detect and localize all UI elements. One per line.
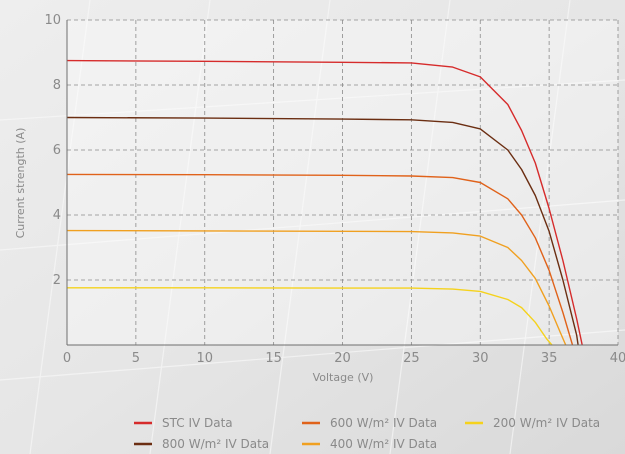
legend-label: 400 W/m² IV Data [330, 437, 437, 451]
x-tick-label: 0 [63, 351, 71, 366]
y-axis-label: Current strength (A) [14, 128, 27, 239]
x-tick-label: 35 [541, 351, 558, 366]
x-axis-label: Voltage (V) [313, 371, 374, 384]
x-tick-label: 40 [610, 351, 625, 366]
y-tick-label: 4 [53, 208, 61, 223]
y-tick-label: 2 [53, 273, 61, 288]
y-tick-label: 6 [53, 143, 61, 158]
series-line-1 [66, 59, 583, 346]
legend: STC IV Data 600 W/m² IV Data 200 W/m² IV D… [134, 416, 600, 451]
x-tick-label: 15 [265, 351, 282, 366]
series-layer [66, 59, 583, 346]
x-tick-label: 5 [132, 351, 140, 366]
y-tick-label: 10 [44, 13, 61, 28]
grid-lines [67, 19, 619, 345]
legend-label: STC IV Data [162, 416, 233, 430]
series-line-4 [66, 229, 567, 346]
x-tick-label: 20 [334, 351, 351, 366]
series-line-5 [67, 287, 553, 346]
axes [66, 20, 618, 346]
series-line-2 [66, 116, 579, 346]
legend-label: 600 W/m² IV Data [330, 416, 437, 430]
x-tick-label: 10 [196, 351, 213, 366]
series-line-3 [66, 173, 574, 346]
x-tick-label: 25 [403, 351, 420, 366]
legend-label: 800 W/m² IV Data [162, 437, 269, 451]
y-tick-label: 8 [53, 78, 61, 93]
x-tick-label: 30 [472, 351, 489, 366]
legend-label: 200 W/m² IV Data [493, 416, 600, 430]
tick-labels: 0 5 10 15 20 25 30 35 40 2 4 6 8 10 [44, 13, 625, 366]
